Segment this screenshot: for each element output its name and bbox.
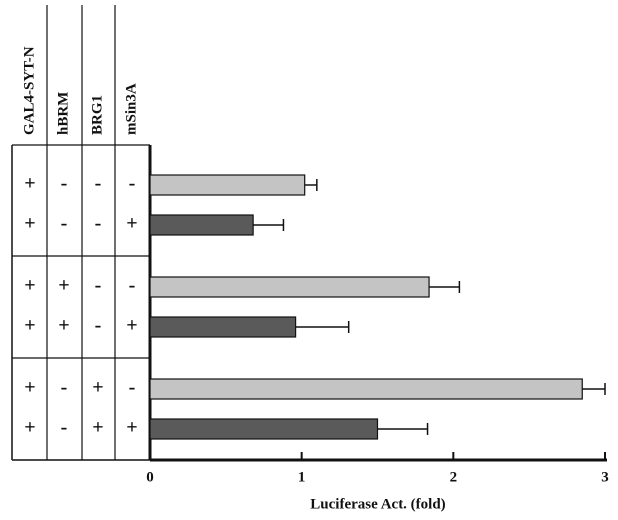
condition-sign: -: [129, 275, 136, 297]
condition-sign: -: [129, 377, 136, 399]
condition-sign: -: [61, 173, 68, 195]
condition-sign: +: [24, 377, 35, 399]
x-tick-label: 1: [298, 469, 306, 485]
condition-sign: +: [24, 213, 35, 235]
condition-sign: -: [95, 275, 102, 297]
bar: [149, 174, 306, 196]
condition-sign: +: [24, 417, 35, 439]
condition-sign: -: [61, 213, 68, 235]
column-header: hBRM: [55, 92, 71, 135]
x-tick-label: 0: [146, 469, 154, 485]
condition-sign: +: [58, 315, 69, 337]
condition-sign: +: [92, 377, 103, 399]
condition-sign: +: [24, 173, 35, 195]
condition-sign: -: [61, 417, 68, 439]
condition-sign: +: [92, 417, 103, 439]
condition-sign: -: [95, 315, 102, 337]
bar: [149, 378, 583, 400]
condition-sign: -: [129, 173, 136, 195]
condition-sign: +: [24, 275, 35, 297]
condition-sign: -: [95, 173, 102, 195]
bar: [149, 316, 297, 338]
column-header: mSin3A: [123, 83, 139, 135]
bar: [149, 214, 254, 236]
condition-sign: +: [58, 275, 69, 297]
column-header: BRG1: [89, 95, 105, 135]
column-header: GAL4-SYT-N: [21, 46, 37, 135]
x-axis-label: Luciferase Act. (fold): [310, 496, 445, 512]
x-tick-label: 2: [450, 469, 458, 485]
condition-sign: -: [95, 213, 102, 235]
condition-sign: +: [126, 213, 137, 235]
condition-sign: +: [24, 315, 35, 337]
condition-sign: +: [126, 315, 137, 337]
condition-sign: -: [61, 377, 68, 399]
bar: [149, 418, 379, 440]
condition-sign: +: [126, 417, 137, 439]
x-tick-label: 3: [601, 469, 609, 485]
bar: [149, 276, 430, 298]
